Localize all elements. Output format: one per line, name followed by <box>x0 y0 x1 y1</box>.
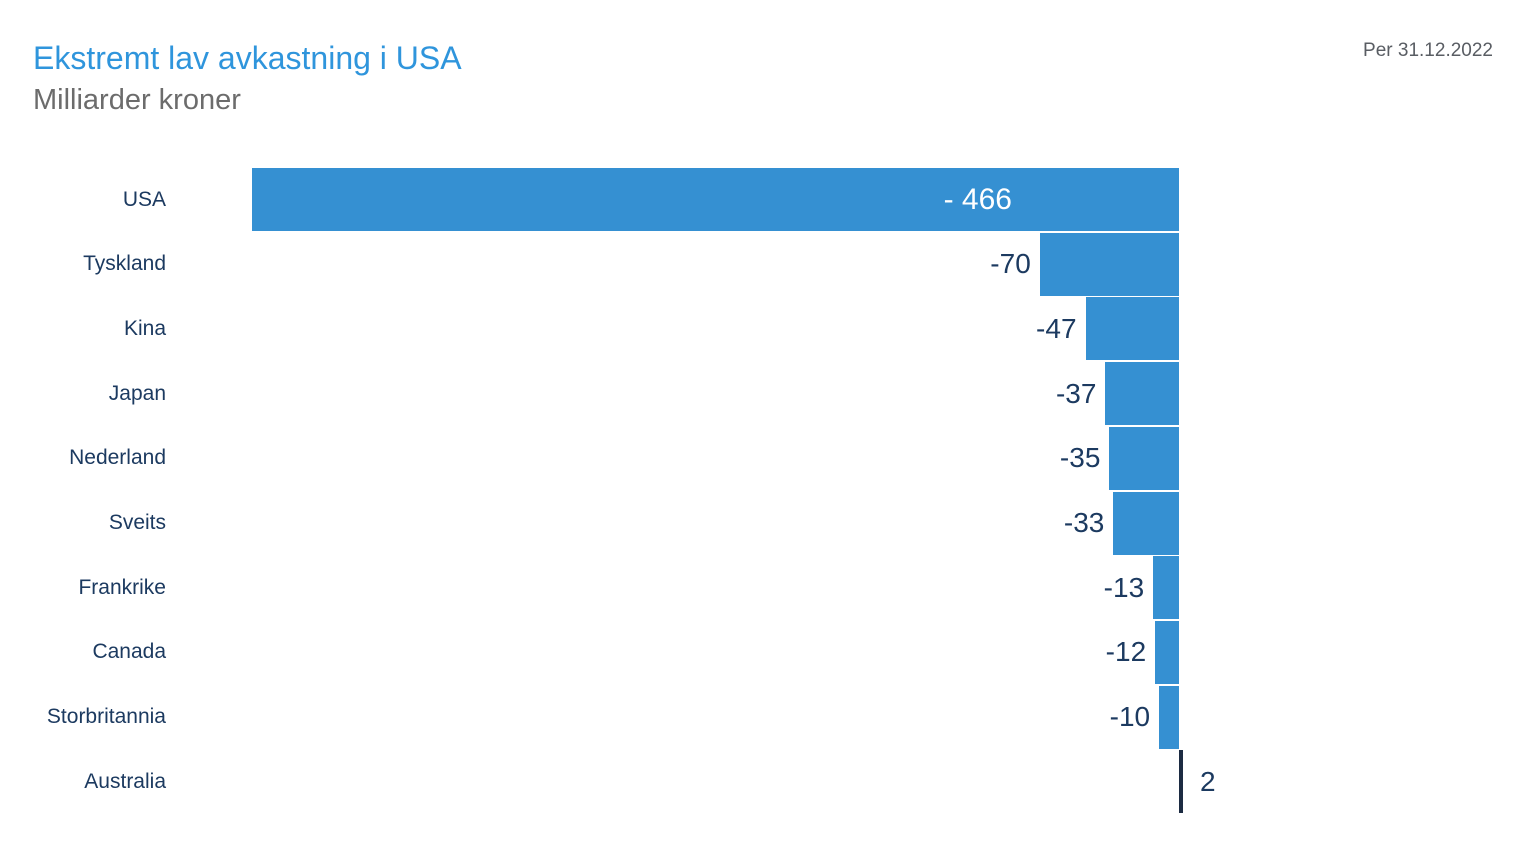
value-label: -13 <box>1103 571 1145 603</box>
date-note: Per 31.12.2022 <box>1363 40 1493 61</box>
chart-subtitle: Milliarder kroner <box>33 84 241 116</box>
bar <box>1085 297 1179 361</box>
category-label: Sveits <box>108 511 166 534</box>
value-label: -47 <box>1036 312 1077 344</box>
bar <box>1159 685 1179 749</box>
category-label: Australia <box>84 769 166 793</box>
category-label: USA <box>122 187 166 211</box>
category-label: Canada <box>92 640 166 664</box>
value-label: -33 <box>1063 507 1105 538</box>
category-label: Nederland <box>69 446 166 470</box>
value-label: - 466 <box>943 182 1012 216</box>
bar <box>1109 426 1179 490</box>
category-label: Tyskland <box>83 252 166 276</box>
bar <box>1153 556 1179 620</box>
value-label: -12 <box>1105 636 1147 668</box>
bar-positive <box>1179 750 1183 814</box>
bar <box>1113 491 1179 555</box>
category-label: Japan <box>108 381 166 405</box>
value-label: -35 <box>1059 442 1101 474</box>
value-label: -10 <box>1109 701 1151 733</box>
value-label: -37 <box>1055 377 1097 409</box>
chart-title: Ekstremt lav avkastning i USA <box>33 40 462 76</box>
bar <box>1039 232 1179 296</box>
bar <box>252 168 1179 231</box>
bar <box>1105 362 1179 426</box>
category-label: Kina <box>123 316 166 340</box>
category-label: Frankrike <box>78 575 166 599</box>
bar <box>1155 620 1179 684</box>
value-label: 2 <box>1200 765 1216 797</box>
category-label: Storbritannia <box>46 705 166 729</box>
value-label: -70 <box>990 248 1031 280</box>
